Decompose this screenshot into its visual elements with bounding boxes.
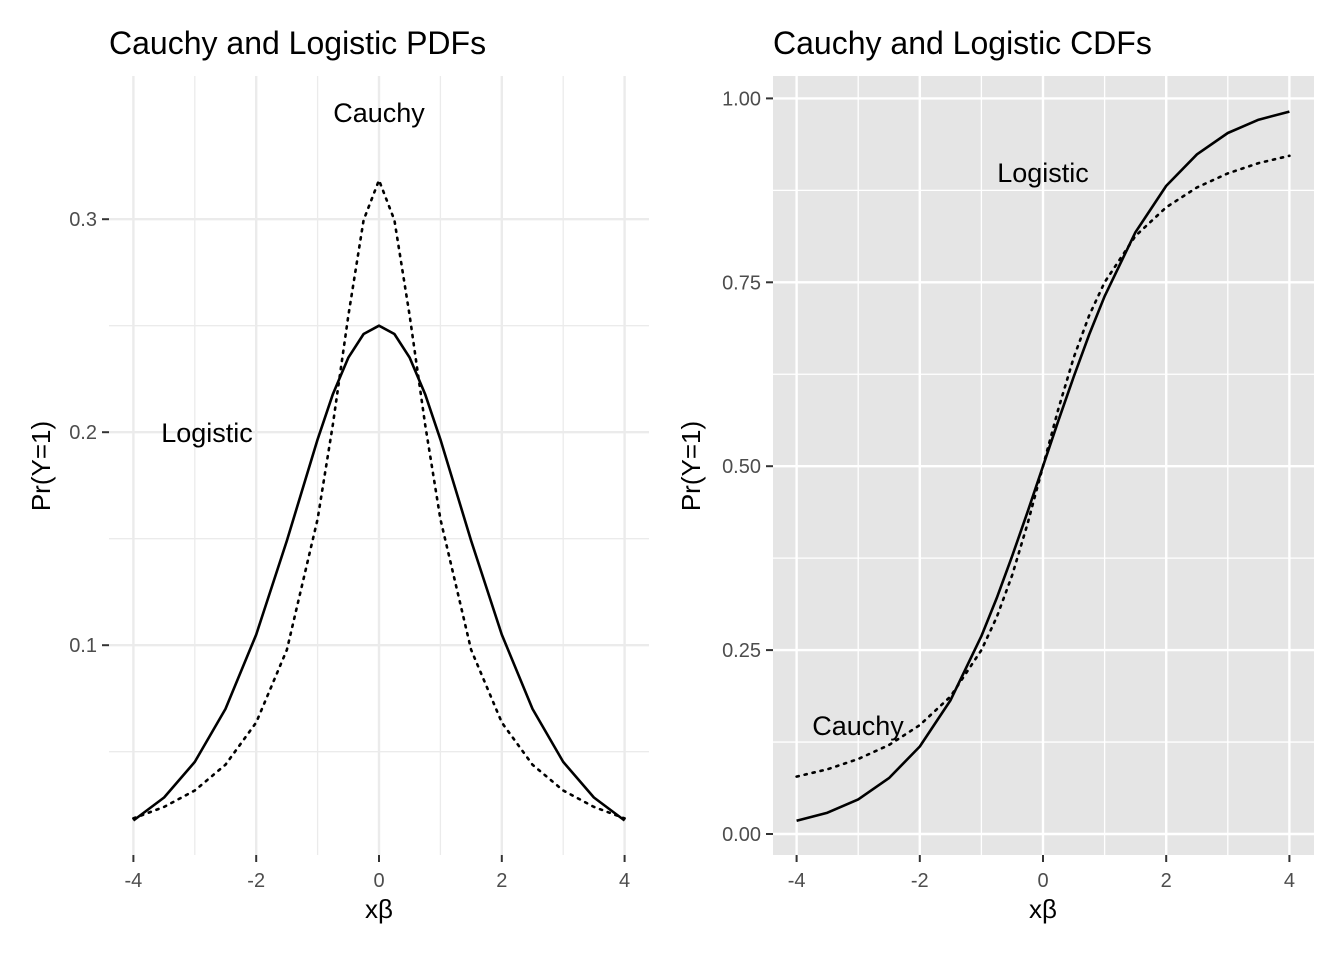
cdf-series-cauchy-line [795,154,1291,778]
pdf-annotation-logistic: Logistic [161,418,253,448]
cdf-annotation-cauchy: Cauchy [812,711,904,741]
cdf-series-lines [795,110,1291,823]
y-tick-label: 0.3 [69,209,97,231]
pdf-y-axis-ticks: 0.1 0.2 0.3 [69,209,109,657]
pdf-series-cauchy-line [132,178,626,820]
y-tick-label: 0.75 [722,272,761,294]
pdf-x-axis-ticks: -4 -2 0 2 4 [125,855,630,892]
pdf-annotation-cauchy: Cauchy [333,98,425,128]
cdf-annotation-logistic: Logistic [997,158,1089,188]
cdf-annotations: Logistic Cauchy [812,158,1089,741]
pdf-series-lines [132,178,626,822]
cdf-x-axis-label: xβ [1029,894,1057,924]
pdf-annotations: Cauchy Logistic [161,98,425,448]
y-tick-label: 0.25 [722,640,761,662]
x-tick-label: -2 [247,870,265,892]
cdf-panel: Cauchy and Logistic CDFs LogisticCauchy … [676,25,1314,924]
pdf-panel: Cauchy and Logistic PDFs CauchyLogistic … [26,25,649,924]
cdf-chart-title: Cauchy and Logistic CDFs [773,25,1152,61]
cdf-y-axis-ticks: 0.00 0.25 0.50 0.75 1.00 [722,88,773,846]
cdf-x-axis-ticks: -4 -2 0 2 4 [788,855,1295,892]
y-tick-label: 0.1 [69,635,97,657]
x-tick-label: 0 [373,870,384,892]
pdf-chart-title: Cauchy and Logistic PDFs [109,25,486,61]
y-tick-label: 0.50 [722,456,761,478]
x-tick-label: -2 [911,870,929,892]
x-tick-label: -4 [125,870,143,892]
pdf-series-logistic-line [132,324,626,822]
y-tick-label: 0.2 [69,422,97,444]
x-tick-label: 2 [1161,870,1172,892]
x-tick-label: 4 [619,870,630,892]
pdf-x-axis-label: xβ [365,894,393,924]
y-tick-label: 0.00 [722,824,761,846]
x-tick-label: -4 [788,870,806,892]
x-tick-label: 4 [1284,870,1295,892]
x-tick-label: 2 [496,870,507,892]
cdf-gridlines [773,76,1314,855]
cdf-y-axis-label: Pr(Y=1) [676,421,706,511]
pdf-y-axis-label: Pr(Y=1) [26,421,56,511]
pdf-gridlines [109,76,649,855]
x-tick-label: 0 [1037,870,1048,892]
y-tick-label: 1.00 [722,88,761,110]
